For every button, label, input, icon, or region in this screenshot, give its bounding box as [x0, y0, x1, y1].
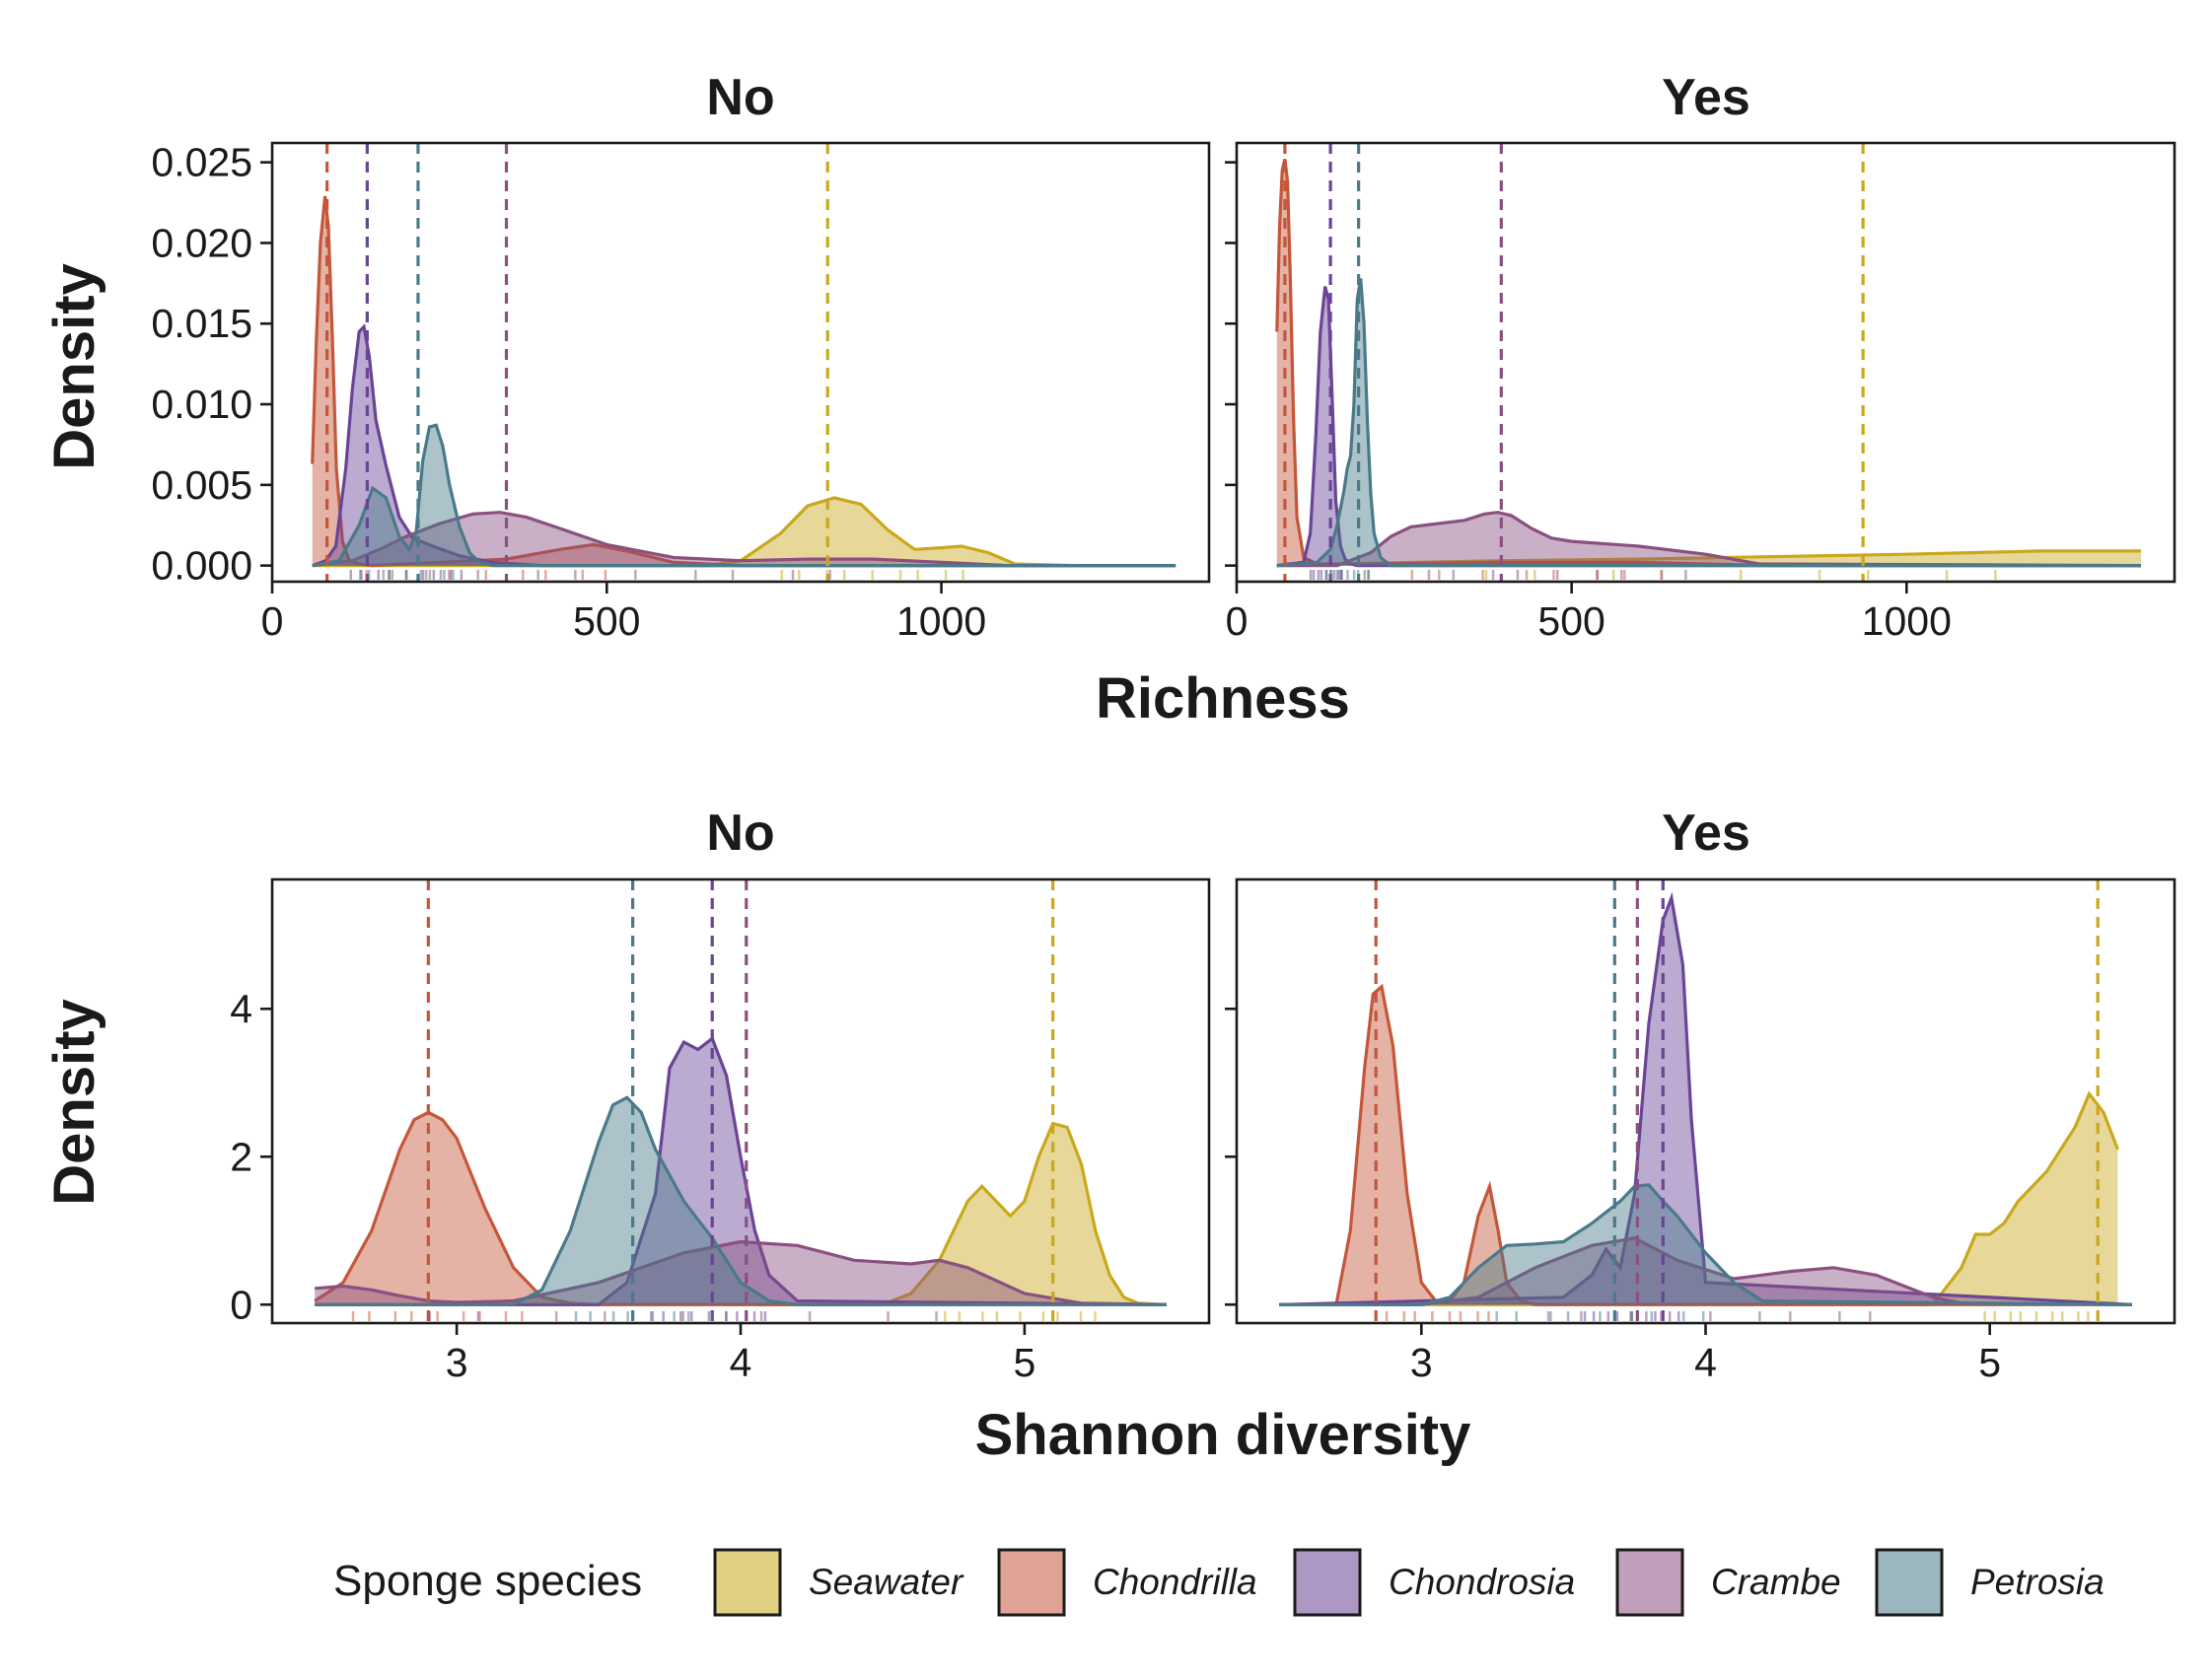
- legend-item-seawater: Seawater: [713, 1548, 964, 1617]
- richness-yes-x-tick-label: 500: [1537, 598, 1605, 644]
- richness-yes-x-tick-label: 0: [1226, 598, 1249, 644]
- facet-label-richness-no: No: [706, 69, 774, 126]
- richness-no-x-tick-label: 1000: [896, 598, 986, 644]
- shannon-diversity-yes-x-tick-label: 3: [1410, 1340, 1433, 1385]
- legend-key-petrosia: [1875, 1548, 1944, 1617]
- facet-label-shannon-yes: Yes: [1662, 805, 1750, 862]
- richness-yes-density-area-chondrilla: [1276, 159, 2141, 566]
- legend-title: Sponge species: [333, 1557, 642, 1605]
- richness-yes-density-area-chondrosia: [1276, 286, 2141, 566]
- shannon-diversity-no-y-tick-label: 0: [230, 1282, 252, 1327]
- richness-no-density-area-petrosia: [312, 425, 1177, 566]
- legend-key-chondrosia: [1293, 1548, 1362, 1617]
- legend-key-chondrilla: [997, 1548, 1066, 1617]
- shannon-diversity-yes-x-tick-label: 4: [1694, 1340, 1717, 1385]
- richness-no-density-line-chondrilla: [311, 195, 1177, 568]
- legend-label-chondrosia: Chondrosia: [1389, 1562, 1575, 1602]
- richness-no-y-tick-label: 0.015: [151, 301, 252, 346]
- legend-key-seawater: [713, 1548, 782, 1617]
- shannon-diversity-yes-density-area-chondrilla: [1279, 986, 2132, 1305]
- richness-yes-plot-area: [1275, 143, 2142, 582]
- x-axis-title-richness: Richness: [1096, 666, 1350, 731]
- shannon-diversity-no-density-area-chondrilla: [315, 1112, 1167, 1305]
- richness-no-y-tick-label: 0.000: [151, 543, 252, 589]
- legend: Sponge species Seawater Chondrilla Chond…: [333, 1548, 2105, 1617]
- shannon-diversity-yes-density-line-seawater: [1279, 1090, 2119, 1306]
- legend-label-seawater: Seawater: [809, 1562, 964, 1602]
- richness-no-density-area-crambe: [312, 512, 1177, 566]
- shannon-diversity-no-density-area-chondrosia: [315, 1038, 1167, 1305]
- richness-yes-density-line-chondrilla: [1275, 159, 2141, 568]
- richness-yes-panel: 0 500 1000: [1225, 141, 2176, 644]
- y-axis-title-richness: Density: [42, 263, 107, 470]
- shannon-diversity-yes-density-line-crambe: [1279, 1236, 2132, 1306]
- richness-yes-x-tick-label: 1000: [1862, 598, 1952, 644]
- richness-yes-density-area-petrosia: [1276, 278, 2141, 566]
- shannon-no-panel: 3 4 5 0 2 4: [230, 877, 1211, 1385]
- y-axis-title-shannon: Density: [42, 999, 107, 1206]
- shannon-diversity-no-density-line-chondrilla: [314, 1110, 1167, 1306]
- richness-no-x-tick-label: 0: [261, 598, 284, 644]
- richness-no-density-area-seawater: [312, 497, 1177, 566]
- shannon-diversity-no-density-line-crambe: [315, 1239, 1167, 1306]
- shannon-diversity-no-density-line-seawater: [315, 1121, 1167, 1306]
- richness-yes-panel-border: [1235, 141, 2176, 584]
- legend-item-petrosia: Petrosia: [1875, 1548, 2105, 1617]
- richness-no-x-tick-label: 500: [573, 598, 640, 644]
- richness-no-y-tick-label: 0.005: [151, 462, 252, 508]
- shannon-diversity-yes-x-tick-label: 5: [1978, 1340, 2001, 1385]
- richness-no-density-line-seawater: [312, 496, 1177, 568]
- richness-no-plot-area: [311, 143, 1177, 582]
- legend-item-crambe: Crambe: [1615, 1548, 1841, 1617]
- shannon-diversity-no-density-line-chondrosia: [315, 1035, 1167, 1306]
- shannon-diversity-no-x-tick-label: 5: [1013, 1340, 1035, 1385]
- richness-no-density-line-chondrosia: [312, 323, 1177, 568]
- legend-label-petrosia: Petrosia: [1970, 1562, 2105, 1602]
- shannon-yes-panel: 3 4 5: [1225, 877, 2176, 1385]
- richness-no-y-tick-label: 0.010: [151, 382, 252, 427]
- richness-no-y-tick-label: 0.025: [151, 140, 252, 185]
- shannon-diversity-no-density-line-petrosia: [315, 1095, 1167, 1306]
- richness-yes-density-area-crambe: [1276, 512, 2141, 566]
- shannon-diversity-no-density-area-crambe: [315, 1241, 1167, 1305]
- shannon-diversity-yes-density-line-petrosia: [1279, 1183, 2132, 1306]
- shannon-diversity-yes-plot-area: [1279, 879, 2132, 1323]
- shannon-diversity-no-x-tick-label: 4: [730, 1340, 752, 1385]
- facet-label-shannon-no: No: [706, 805, 774, 862]
- shannon-diversity-no-density-area-seawater: [315, 1123, 1167, 1305]
- legend-key-crambe: [1615, 1548, 1684, 1617]
- richness-yes-density-line-petrosia: [1276, 278, 2141, 568]
- legend-label-crambe: Crambe: [1711, 1562, 1841, 1602]
- shannon-diversity-yes-density-area-crambe: [1279, 1237, 2132, 1305]
- shannon-diversity-yes-density-line-chondrosia: [1279, 891, 2132, 1306]
- shannon-diversity-no-plot-area: [314, 879, 1167, 1323]
- shannon-diversity-no-x-tick-label: 3: [446, 1340, 468, 1385]
- shannon-diversity-yes-density-area-petrosia: [1279, 1184, 2132, 1305]
- richness-no-panel-border: [270, 141, 1211, 584]
- facet-label-richness-yes: Yes: [1662, 69, 1750, 126]
- richness-yes-density-line-crambe: [1276, 511, 2142, 568]
- shannon-diversity-no-y-tick-label: 2: [230, 1134, 252, 1179]
- richness-no-density-line-crambe: [312, 511, 1177, 568]
- richness-no-density-line-petrosia: [312, 423, 1177, 568]
- legend-item-chondrosia: Chondrosia: [1293, 1548, 1575, 1617]
- richness-no-panel: 0 500 1000 0.000 0.005 0.010 0.015 0.020 0.025: [151, 140, 1211, 644]
- richness-yes-density-line-chondrosia: [1276, 286, 2141, 568]
- x-axis-title-shannon: Shannon diversity: [975, 1403, 1471, 1467]
- legend-label-chondrilla: Chondrilla: [1093, 1562, 1257, 1602]
- legend-item-chondrilla: Chondrilla: [997, 1548, 1257, 1617]
- shannon-diversity-no-y-tick-label: 4: [230, 986, 252, 1031]
- shannon-diversity-yes-density-area-seawater: [1279, 1093, 2118, 1305]
- richness-no-y-tick-label: 0.020: [151, 220, 252, 265]
